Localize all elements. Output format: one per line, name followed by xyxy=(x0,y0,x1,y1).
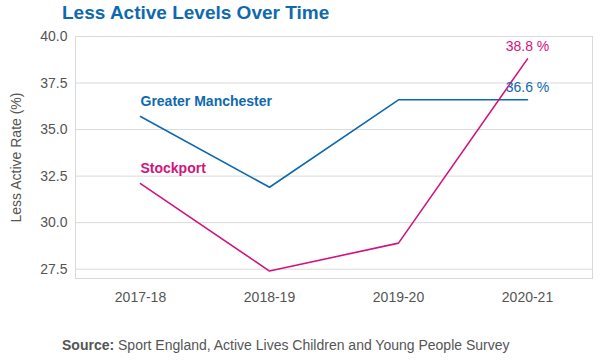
svg-text:2017-18: 2017-18 xyxy=(115,289,167,305)
svg-text:Stockport: Stockport xyxy=(141,160,207,176)
svg-text:36.6 %: 36.6 % xyxy=(506,79,550,95)
svg-text:2020-21: 2020-21 xyxy=(502,289,554,305)
svg-text:32.5: 32.5 xyxy=(40,168,67,184)
svg-text:35.0: 35.0 xyxy=(40,121,67,137)
svg-text:40.0: 40.0 xyxy=(40,28,67,44)
svg-text:2019-20: 2019-20 xyxy=(373,289,425,305)
svg-text:30.0: 30.0 xyxy=(40,214,67,230)
svg-text:27.5: 27.5 xyxy=(40,261,67,277)
html-text:Less Active Levels Over Time: Less Active Levels Over Time xyxy=(62,2,330,23)
svg-text:37.5: 37.5 xyxy=(40,75,67,91)
svg-text:38.8 %: 38.8 % xyxy=(506,38,550,54)
svg-text:Greater Manchester: Greater Manchester xyxy=(141,93,273,109)
svg-text:Less Active Rate (%): Less Active Rate (%) xyxy=(8,93,24,223)
html-text:Source: Sport England, Active: Source: Sport England, Active Lives Chil… xyxy=(62,337,510,353)
svg-text:2018-19: 2018-19 xyxy=(244,289,296,305)
